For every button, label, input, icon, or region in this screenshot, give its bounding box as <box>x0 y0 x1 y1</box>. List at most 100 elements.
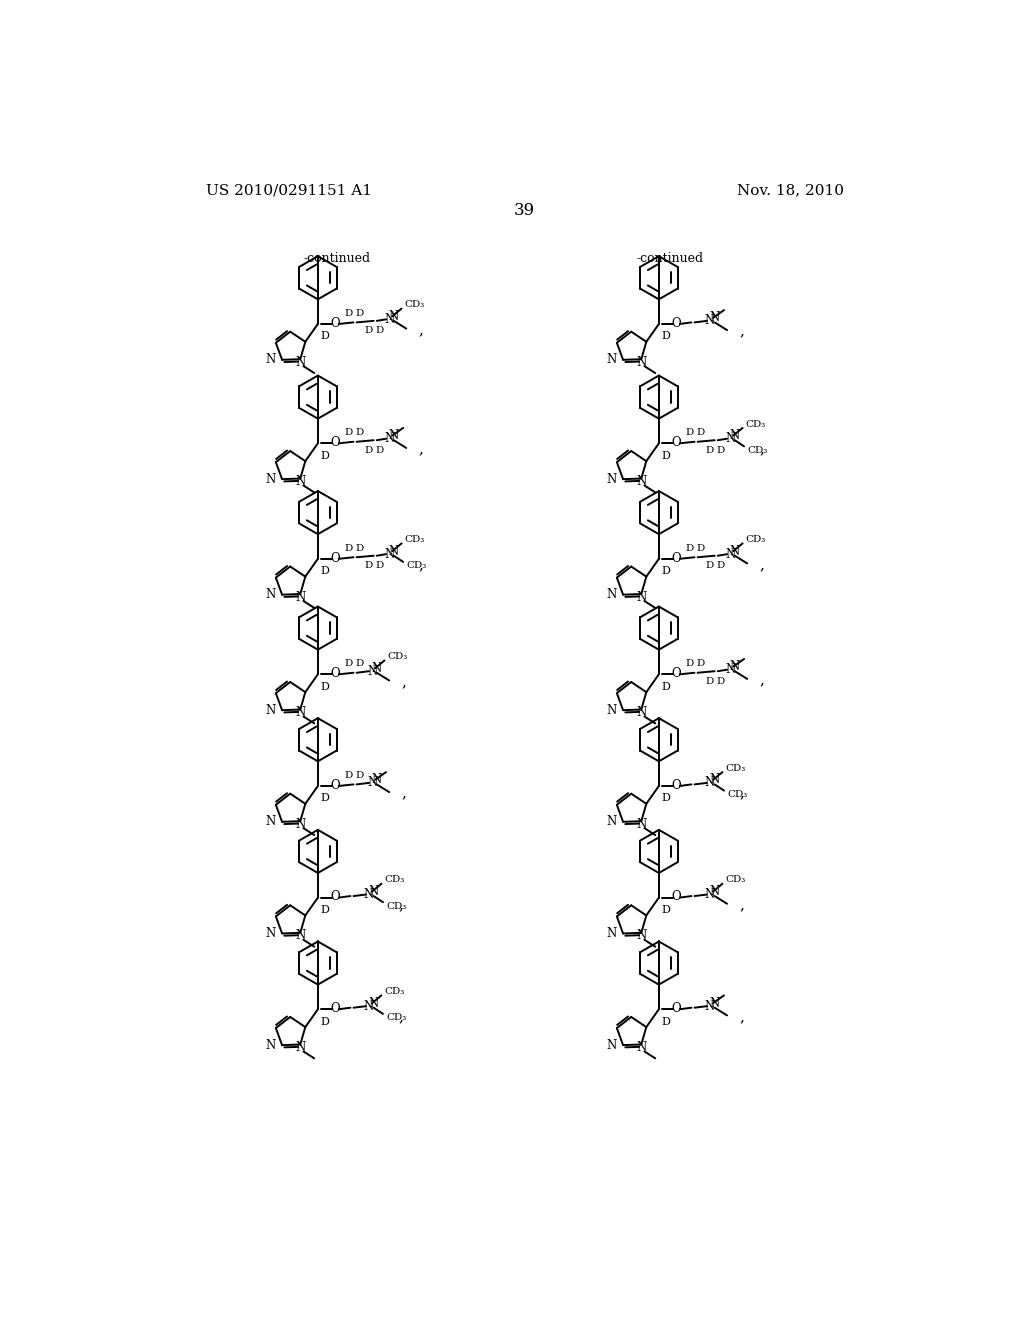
Text: CD₃: CD₃ <box>745 535 766 544</box>
Text: N: N <box>705 776 715 789</box>
Text: N: N <box>725 548 735 561</box>
Text: D: D <box>355 659 364 668</box>
Text: O: O <box>330 890 340 903</box>
Text: N: N <box>636 818 646 830</box>
Text: D: D <box>662 450 670 461</box>
Text: O: O <box>671 436 681 449</box>
Text: CD₃: CD₃ <box>726 764 745 772</box>
Text: D: D <box>662 1016 670 1027</box>
Text: CD₃: CD₃ <box>748 446 767 454</box>
Text: ,: , <box>419 558 424 572</box>
Text: N: N <box>730 660 740 673</box>
Text: ,: , <box>401 675 407 689</box>
Text: N: N <box>725 663 735 676</box>
Text: N: N <box>367 776 377 789</box>
Text: N: N <box>295 356 305 368</box>
Text: D: D <box>376 326 384 335</box>
Text: N: N <box>705 314 715 327</box>
Text: N: N <box>372 774 382 787</box>
Text: N: N <box>710 884 720 898</box>
Text: N: N <box>364 999 374 1012</box>
Text: N: N <box>606 704 616 717</box>
Text: CD₃: CD₃ <box>745 420 766 429</box>
Text: N: N <box>372 661 382 675</box>
Text: O: O <box>671 890 681 903</box>
Text: D: D <box>321 681 329 692</box>
Text: ,: , <box>401 787 407 801</box>
Text: D: D <box>662 793 670 804</box>
Text: N: N <box>389 545 399 557</box>
Text: ,: , <box>739 1010 744 1024</box>
Text: ,: , <box>760 673 765 688</box>
Text: D: D <box>662 566 670 576</box>
Text: O: O <box>671 667 681 680</box>
Text: N: N <box>636 590 646 603</box>
Text: D: D <box>355 544 364 553</box>
Text: -continued: -continued <box>637 252 705 265</box>
Text: CD₃: CD₃ <box>385 987 404 997</box>
Text: D: D <box>365 446 373 454</box>
Text: D: D <box>706 446 714 454</box>
Text: D: D <box>345 428 353 437</box>
Text: CD₃: CD₃ <box>386 1014 407 1022</box>
Text: CD₃: CD₃ <box>404 300 425 309</box>
Text: N: N <box>636 706 646 719</box>
Text: N: N <box>705 999 715 1012</box>
Text: ,: , <box>760 558 765 572</box>
Text: N: N <box>295 929 305 942</box>
Text: D: D <box>345 309 353 318</box>
Text: N: N <box>606 354 616 367</box>
Text: -continued: -continued <box>304 252 371 265</box>
Text: N: N <box>710 997 720 1010</box>
Text: N: N <box>295 706 305 719</box>
Text: N: N <box>636 1041 646 1055</box>
Text: N: N <box>369 884 379 898</box>
Text: N: N <box>295 590 305 603</box>
Text: D: D <box>355 309 364 318</box>
Text: D: D <box>321 906 329 915</box>
Text: D: D <box>662 906 670 915</box>
Text: N: N <box>730 429 740 442</box>
Text: CD₃: CD₃ <box>388 652 408 661</box>
Text: N: N <box>705 888 715 902</box>
Text: D: D <box>696 659 705 668</box>
Text: N: N <box>295 1041 305 1055</box>
Text: CD₃: CD₃ <box>727 789 748 799</box>
Text: N: N <box>730 545 740 557</box>
Text: D: D <box>365 326 373 335</box>
Text: CD₃: CD₃ <box>404 535 425 544</box>
Text: D: D <box>662 681 670 692</box>
Text: D: D <box>321 331 329 342</box>
Text: D: D <box>686 659 694 668</box>
Text: N: N <box>265 1039 275 1052</box>
Text: CD₃: CD₃ <box>386 902 407 911</box>
Text: N: N <box>295 818 305 830</box>
Text: N: N <box>606 927 616 940</box>
Text: D: D <box>696 544 705 553</box>
Text: D: D <box>717 446 725 454</box>
Text: D: D <box>321 566 329 576</box>
Text: N: N <box>265 927 275 940</box>
Text: O: O <box>330 317 340 330</box>
Text: ,: , <box>760 442 765 457</box>
Text: D: D <box>706 677 714 685</box>
Text: O: O <box>671 317 681 330</box>
Text: D: D <box>345 544 353 553</box>
Text: D: D <box>686 544 694 553</box>
Text: ,: , <box>739 325 744 339</box>
Text: D: D <box>686 428 694 437</box>
Text: D: D <box>717 677 725 685</box>
Text: CD₃: CD₃ <box>407 561 426 570</box>
Text: N: N <box>295 475 305 488</box>
Text: CD₃: CD₃ <box>726 875 745 884</box>
Text: CD₃: CD₃ <box>385 875 404 884</box>
Text: N: N <box>369 997 379 1010</box>
Text: D: D <box>376 446 384 454</box>
Text: D: D <box>662 331 670 342</box>
Text: O: O <box>671 552 681 565</box>
Text: N: N <box>636 475 646 488</box>
Text: N: N <box>265 704 275 717</box>
Text: N: N <box>384 432 394 445</box>
Text: N: N <box>606 816 616 829</box>
Text: D: D <box>355 428 364 437</box>
